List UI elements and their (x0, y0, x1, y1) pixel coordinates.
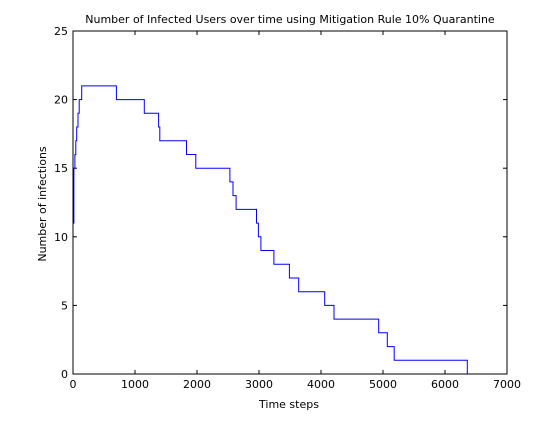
y-tick-label: 10 (54, 231, 68, 244)
x-tick-label: 1000 (121, 378, 149, 391)
x-axis-label: Time steps (258, 398, 319, 411)
y-tick-label: 25 (54, 25, 68, 38)
y-axis-label: Number of infections (36, 146, 49, 262)
x-tick-label: 4000 (307, 378, 335, 391)
chart-title: Number of Infected Users over time using… (85, 13, 495, 26)
x-tick-label: 6000 (431, 378, 459, 391)
y-tick-label: 0 (61, 368, 68, 381)
x-tick-label: 2000 (183, 378, 211, 391)
x-tick-label: 7000 (493, 378, 521, 391)
x-tick-label: 3000 (245, 378, 273, 391)
series-line (73, 85, 468, 374)
plot-frame (72, 30, 508, 375)
x-tick-label: 0 (70, 378, 77, 391)
y-tick-label: 5 (61, 299, 68, 312)
x-tick-label: 5000 (369, 378, 397, 391)
plot-area (73, 31, 507, 374)
y-tick-label: 15 (54, 162, 68, 175)
y-tick-label: 20 (54, 94, 68, 107)
